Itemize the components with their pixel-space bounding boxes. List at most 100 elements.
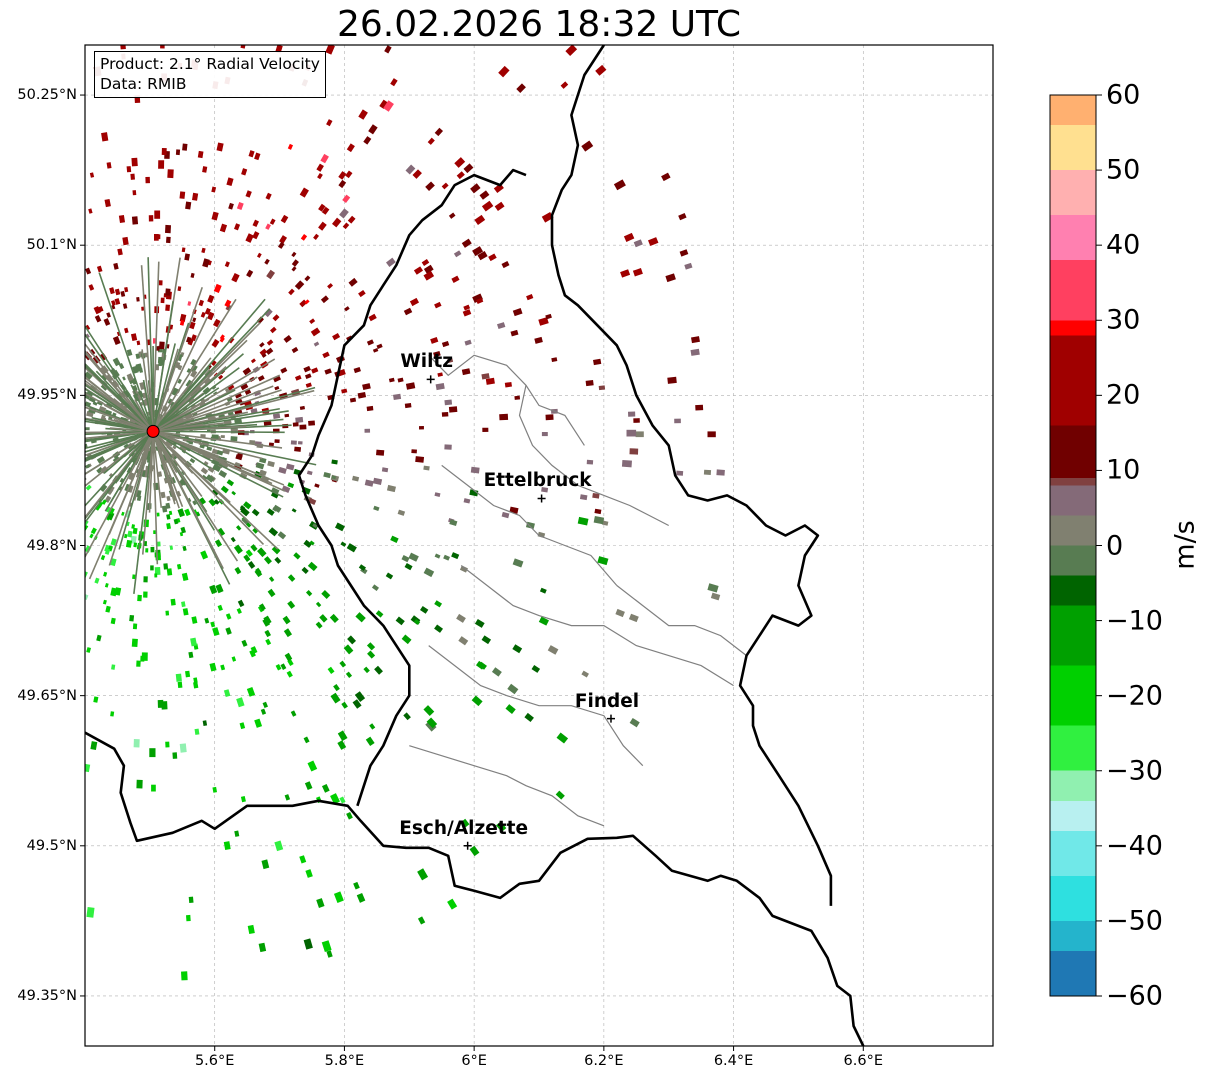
velocity-gate xyxy=(199,497,207,505)
velocity-gate xyxy=(88,284,95,291)
velocity-gate xyxy=(133,542,138,548)
velocity-gate xyxy=(376,343,383,349)
velocity-gate xyxy=(136,340,141,346)
velocity-gate xyxy=(376,449,385,456)
velocity-gate xyxy=(593,516,605,525)
velocity-gate xyxy=(409,297,420,307)
velocity-gate xyxy=(111,664,116,670)
velocity-gate xyxy=(102,599,107,605)
velocity-gate xyxy=(168,510,173,516)
clutter-spoke xyxy=(153,418,284,433)
velocity-gate xyxy=(346,543,357,553)
velocity-gate xyxy=(157,541,161,547)
velocity-gate xyxy=(263,556,272,565)
velocity-gate xyxy=(363,136,372,145)
velocity-gate xyxy=(531,665,541,673)
velocity-gate xyxy=(228,202,234,210)
velocity-gate xyxy=(447,358,454,364)
velocity-gate xyxy=(94,315,102,323)
velocity-gate xyxy=(118,362,125,370)
velocity-gate xyxy=(211,186,217,193)
colorbar-tick-label: 30 xyxy=(1106,304,1141,336)
velocity-gate xyxy=(290,710,297,717)
velocity-gate xyxy=(177,378,182,384)
velocity-gate xyxy=(691,336,700,344)
velocity-gate xyxy=(299,424,307,430)
velocity-gate xyxy=(405,164,416,175)
velocity-gate xyxy=(537,531,546,538)
velocity-gate xyxy=(165,304,171,311)
velocity-gate xyxy=(303,938,313,950)
velocity-gate xyxy=(240,796,246,803)
clutter-spoke xyxy=(140,265,154,432)
velocity-gate xyxy=(148,215,154,222)
velocity-gate xyxy=(181,572,189,581)
velocity-gate xyxy=(118,214,126,223)
velocity-gate xyxy=(354,691,366,702)
velocity-gate xyxy=(85,394,91,400)
velocity-gate xyxy=(203,461,209,466)
velocity-gate xyxy=(145,548,149,553)
velocity-gate xyxy=(177,286,182,292)
velocity-gate xyxy=(333,891,344,903)
colorbar-tick-label: 0 xyxy=(1106,530,1124,561)
velocity-gate xyxy=(341,701,348,709)
velocity-gate xyxy=(220,485,229,494)
lat-tick-label: 49.35°N xyxy=(17,987,77,1004)
velocity-gate xyxy=(545,414,554,421)
velocity-gate xyxy=(154,210,161,219)
velocity-gate xyxy=(275,664,282,671)
velocity-gate xyxy=(597,556,609,566)
clutter-spoke xyxy=(85,430,154,476)
velocity-gate xyxy=(234,223,241,231)
velocity-gate xyxy=(461,238,472,248)
velocity-gate xyxy=(335,522,345,532)
velocity-gate xyxy=(545,313,552,320)
velocity-gate xyxy=(131,524,135,529)
clutter-spoke xyxy=(152,385,274,433)
velocity-echoes xyxy=(85,45,725,981)
velocity-gate xyxy=(165,741,170,748)
city-marker xyxy=(537,494,546,503)
velocity-gate xyxy=(121,511,125,516)
canton-boundary xyxy=(428,354,585,446)
velocity-gate xyxy=(433,350,441,358)
velocity-gate xyxy=(395,616,405,626)
velocity-gate xyxy=(469,845,480,857)
velocity-gate xyxy=(190,369,198,378)
velocity-gate xyxy=(372,477,383,485)
velocity-gate xyxy=(155,552,161,561)
velocity-gate xyxy=(343,644,354,655)
velocity-gate xyxy=(353,366,361,374)
velocity-gate xyxy=(99,483,108,492)
colorbar-tick-label: 50 xyxy=(1106,154,1141,186)
velocity-gate xyxy=(526,294,534,301)
velocity-gate xyxy=(472,293,483,303)
velocity-gate xyxy=(342,194,351,203)
velocity-gate xyxy=(291,259,299,267)
velocity-gate xyxy=(285,463,295,471)
velocity-gate xyxy=(255,567,262,575)
velocity-gate xyxy=(266,508,275,516)
velocity-gate xyxy=(88,396,97,404)
clutter-spoke xyxy=(152,343,176,432)
lon-tick-label: 6.2°E xyxy=(584,1053,624,1069)
velocity-gate xyxy=(551,357,558,363)
velocity-gate xyxy=(167,169,174,179)
velocity-gate xyxy=(182,608,189,616)
clutter-spoke xyxy=(85,406,154,433)
velocity-gate xyxy=(160,491,166,499)
city-marker xyxy=(463,841,472,850)
velocity-gate xyxy=(344,306,350,312)
velocity-gate xyxy=(96,466,104,474)
velocity-gate xyxy=(477,251,488,261)
lat-tick-label: 49.95°N xyxy=(17,387,77,404)
velocity-gate xyxy=(85,463,91,469)
velocity-gate xyxy=(278,241,285,249)
velocity-gate xyxy=(661,172,671,182)
clutter-spoke xyxy=(85,387,154,433)
velocity-gate xyxy=(586,459,594,465)
velocity-gate xyxy=(420,606,429,614)
velocity-gate xyxy=(105,373,114,383)
velocity-gate xyxy=(481,373,490,380)
